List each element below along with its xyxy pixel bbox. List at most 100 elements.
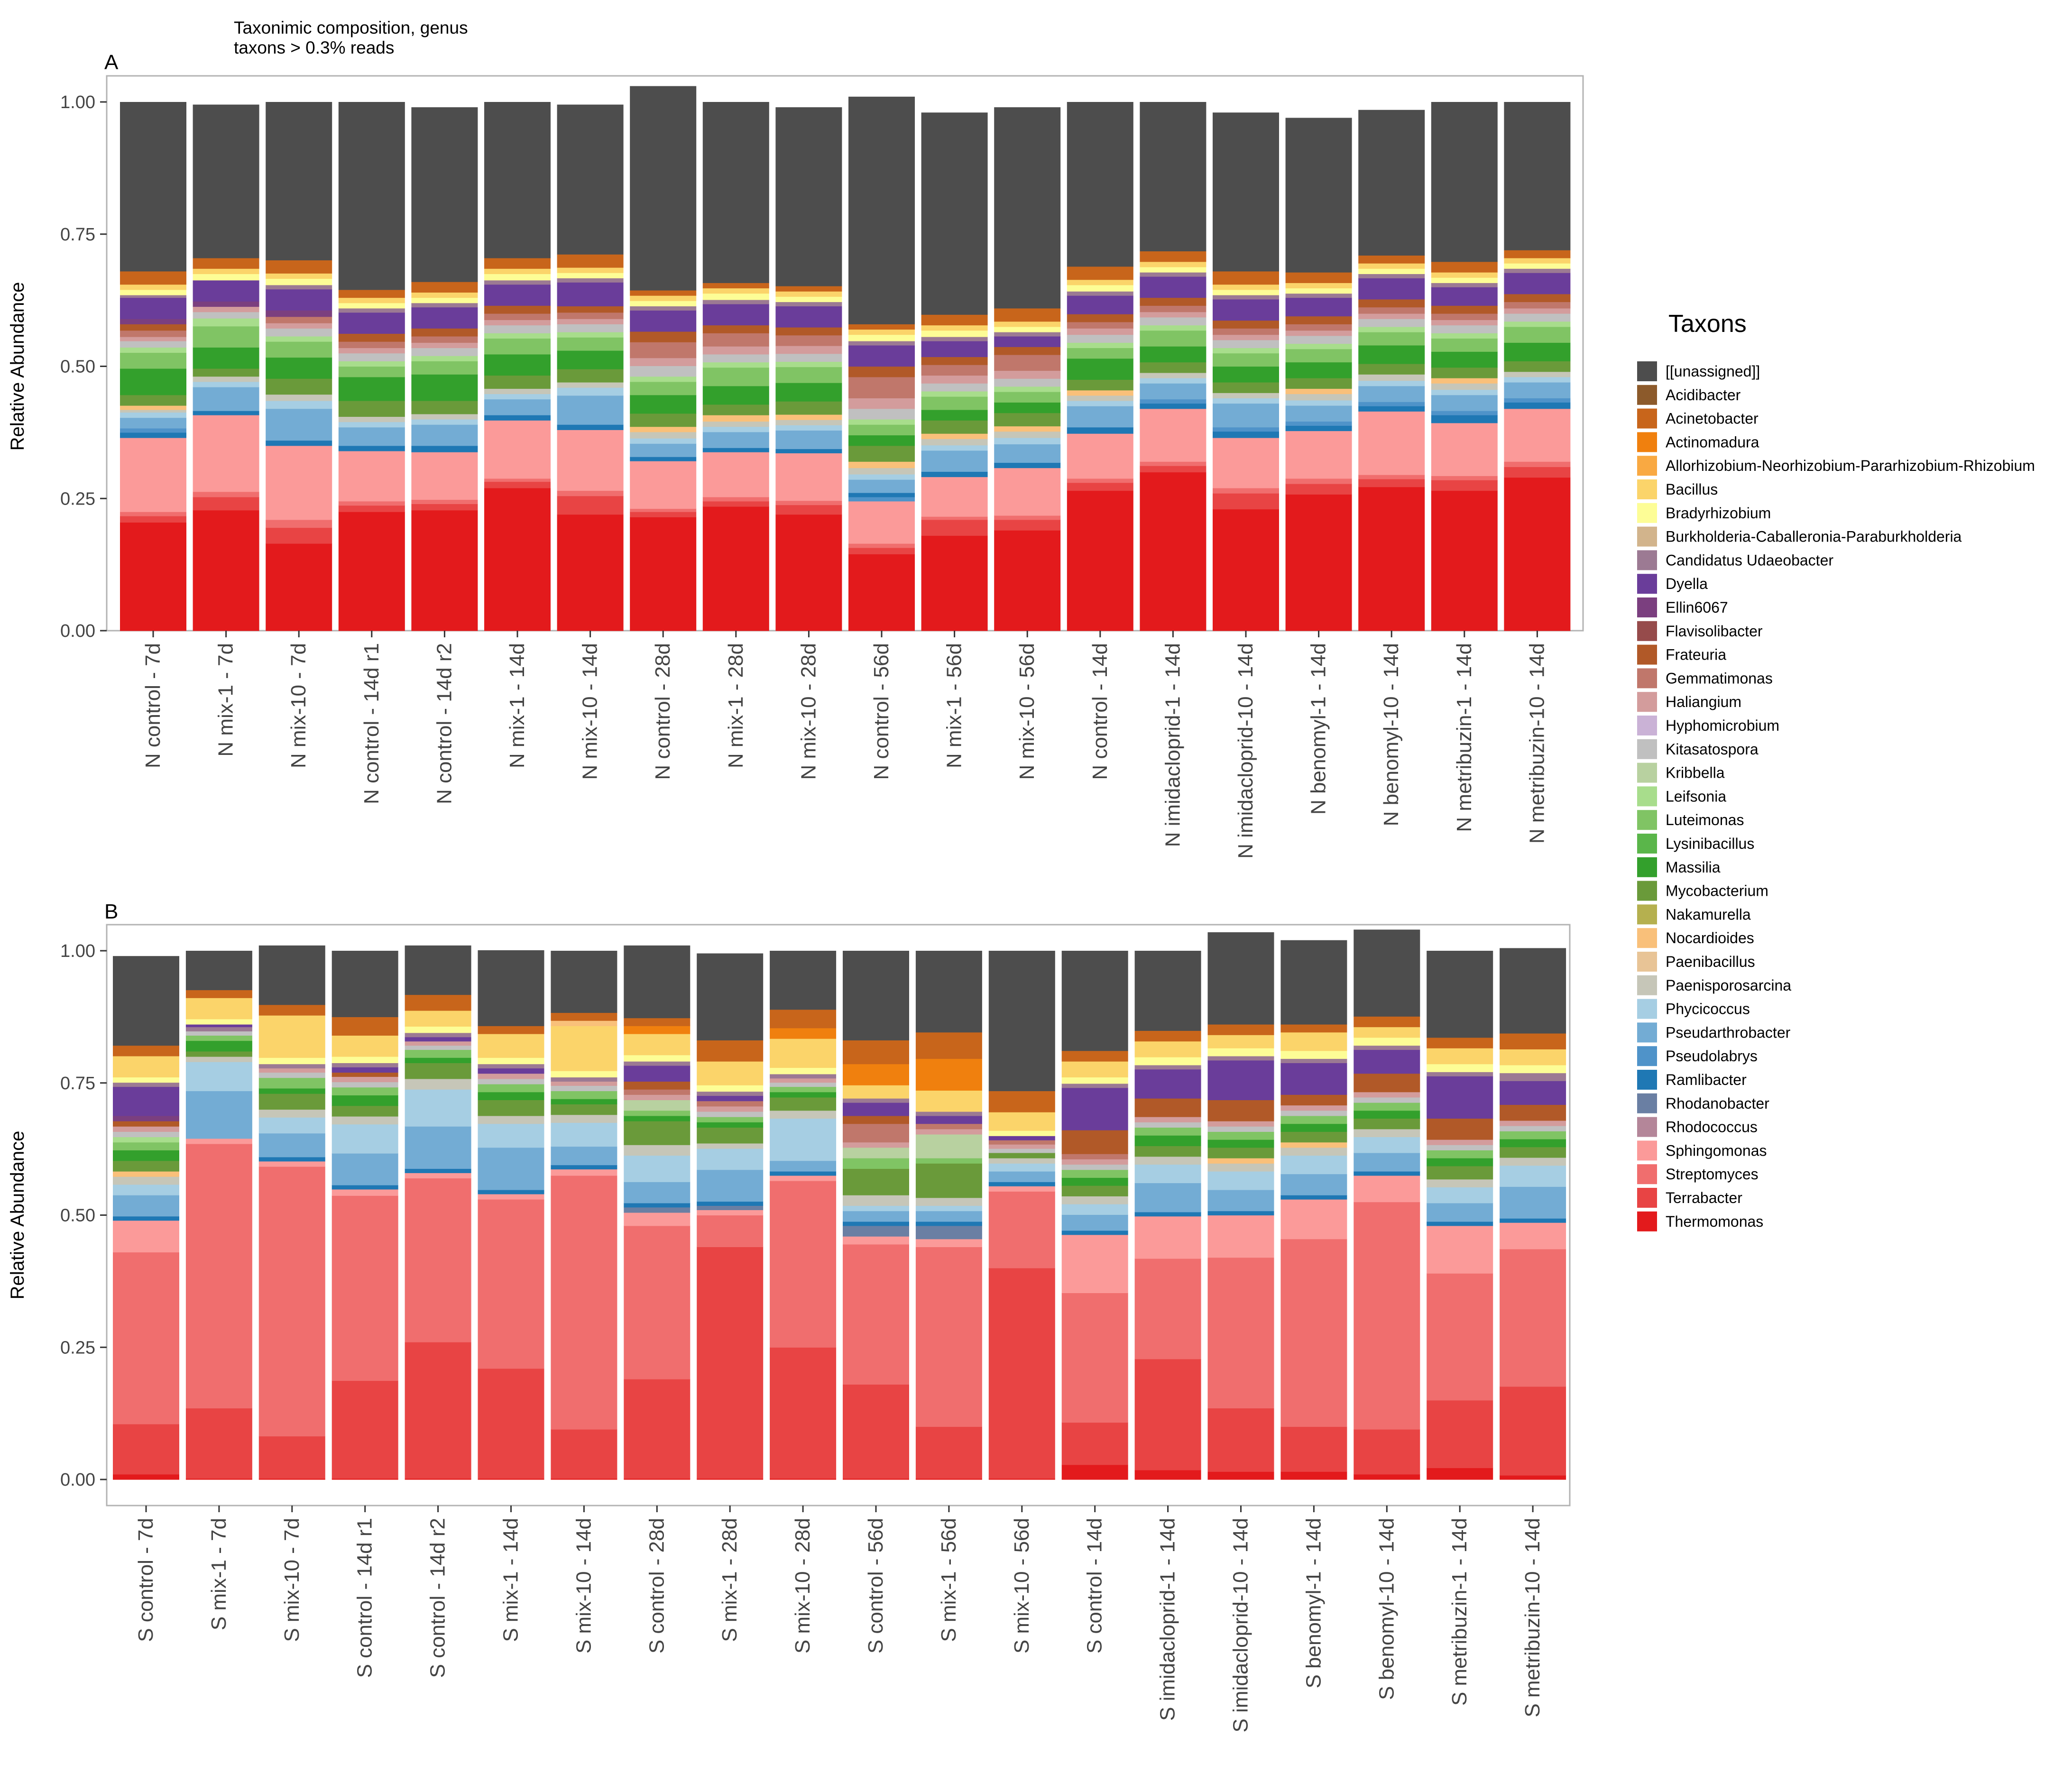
segment-gemmatimonas (1061, 1154, 1128, 1159)
segment-bacillus (1504, 257, 1571, 264)
segment-thermomonas (1140, 472, 1206, 631)
segment-streptomyces (915, 1247, 982, 1427)
segment-thermomonas (624, 1478, 691, 1480)
x-tick-label: S control - 56d (864, 1518, 887, 1654)
segment-ramlibacter (994, 462, 1061, 469)
segment-bacillus (557, 267, 624, 273)
segment-dyella (1140, 276, 1206, 298)
segment-bacillus (551, 1026, 617, 1071)
segment-dyella (405, 1037, 471, 1042)
legend-item-ellin6067: Ellin6067 (1637, 597, 1728, 617)
segment-frateuria (113, 1121, 179, 1127)
segment-terrabacter (120, 516, 186, 523)
segment-dyella (478, 1068, 544, 1074)
legend-label: Gemmatimonas (1666, 670, 1773, 687)
segment-frateuria (994, 347, 1061, 355)
segment-mycobacterium (1134, 1146, 1201, 1157)
segment-streptomyces (113, 1252, 179, 1424)
segment-ramlibacter (775, 449, 842, 453)
segment-bradyrhizobium (478, 1057, 544, 1065)
x-tick-label: S metribuzin-1 - 14d (1448, 1518, 1471, 1706)
segment-kitasatospora (1207, 1126, 1274, 1132)
segment-phycicoccus (1285, 400, 1352, 406)
segment-acinetobacter (843, 1040, 909, 1065)
segment-phycicoccus (1358, 380, 1425, 386)
segment-candidatus-udaeobacter (915, 1111, 982, 1116)
segment-sphingomonas (697, 1210, 764, 1216)
segment-thermomonas (193, 510, 259, 631)
segment-frateuria (1134, 1098, 1201, 1117)
segment-bradyrhizobium (484, 274, 551, 281)
segment-bradyrhizobium (557, 273, 624, 278)
segment-pseudolabrys (1358, 402, 1425, 406)
segment-dyella (988, 1136, 1055, 1140)
segment-paenisporosarcina (1280, 1147, 1347, 1156)
segment-candidatus-udaeobacter (1207, 1056, 1274, 1061)
legend-swatch (1637, 739, 1657, 759)
segment-gemmatimonas (994, 354, 1061, 371)
segment-bradyrhizobium (1280, 1050, 1347, 1059)
segment-massilia (1358, 345, 1425, 364)
segment-ramlibacter (697, 1201, 764, 1206)
bar-n-benomyl-10-14d (1358, 110, 1425, 631)
segment-mycobacterium (702, 404, 769, 415)
segment-massilia (1067, 358, 1133, 380)
bar-n-control-7d (120, 102, 186, 631)
segment-haliangium (1358, 313, 1425, 319)
x-tick-label: N mix-1 - 14d (506, 643, 529, 768)
legend-item-flavisolibacter: Flavisolibacter (1637, 621, 1763, 641)
segment-thermomonas (1207, 1471, 1274, 1480)
segment-candidatus-udaeobacter (405, 1032, 471, 1038)
segment-terrabacter (113, 1424, 179, 1475)
segment-unassigned (1213, 112, 1279, 272)
segment-streptomyces (848, 543, 915, 548)
segment-bradyrhizobium (848, 334, 915, 341)
segment-haliangium (411, 342, 478, 349)
segment-unassigned (411, 107, 478, 282)
legend-item-thermomonas: Thermomonas (1637, 1211, 1763, 1231)
segment-luteimonas (1427, 1150, 1493, 1158)
segment-acinetobacter (193, 257, 259, 269)
segment-nocardioides (551, 1020, 617, 1026)
legend-item-acinetobacter: Acinetobacter (1637, 408, 1759, 429)
panel-label: B (104, 900, 118, 923)
segment-bradyrhizobium (994, 326, 1061, 332)
legend-item-phycicoccus: Phycicoccus (1637, 999, 1750, 1019)
segment-mycobacterium (557, 369, 624, 383)
segment-thermomonas (988, 1478, 1055, 1480)
segment-gemmatimonas (988, 1140, 1055, 1145)
segment-acinetobacter (1285, 272, 1352, 283)
segment-bacillus (921, 325, 988, 331)
segment-ramlibacter (1285, 425, 1352, 432)
segment-pseudarthrobacter (988, 1171, 1055, 1182)
segment-bacillus (1140, 261, 1206, 267)
segment-dyella (411, 307, 478, 329)
segment-paenisporosarcina (1134, 1156, 1201, 1165)
segment-ramlibacter (848, 492, 915, 497)
legend-item-mycobacterium: Mycobacterium (1637, 881, 1768, 901)
y-tick-label: 1.00 (60, 941, 95, 961)
segment-kitasatospora (848, 408, 915, 420)
legend-label: Acinetobacter (1666, 410, 1759, 427)
segment-unassigned (1061, 951, 1128, 1051)
segment-pseudarthrobacter (624, 1182, 691, 1203)
segment-haliangium (921, 375, 988, 384)
legend-label: Haliangium (1666, 693, 1741, 710)
segment-unassigned (1067, 102, 1133, 267)
segment-massilia (921, 409, 988, 421)
segment-pseudarthrobacter (332, 1153, 398, 1185)
segment-ellin6067 (120, 319, 186, 324)
segment-pseudarthrobacter (1207, 1189, 1274, 1212)
segment-frateuria (775, 327, 842, 336)
legend-item-massilia: Massilia (1637, 857, 1721, 877)
x-tick-label: S mix-1 - 28d (718, 1518, 741, 1642)
segment-dyella (120, 297, 186, 319)
legend-label: Burkholderia-Caballeronia-Paraburkholder… (1666, 528, 1962, 545)
segment-terrabacter (697, 1247, 764, 1479)
segment-pseudarthrobacter (185, 1091, 252, 1139)
segment-thermomonas (994, 530, 1061, 631)
segment-kitasatospora (411, 348, 478, 356)
segment-phycicoccus (338, 422, 405, 428)
segment-thermomonas (1354, 1474, 1420, 1480)
segment-paenisporosarcina (848, 468, 915, 475)
